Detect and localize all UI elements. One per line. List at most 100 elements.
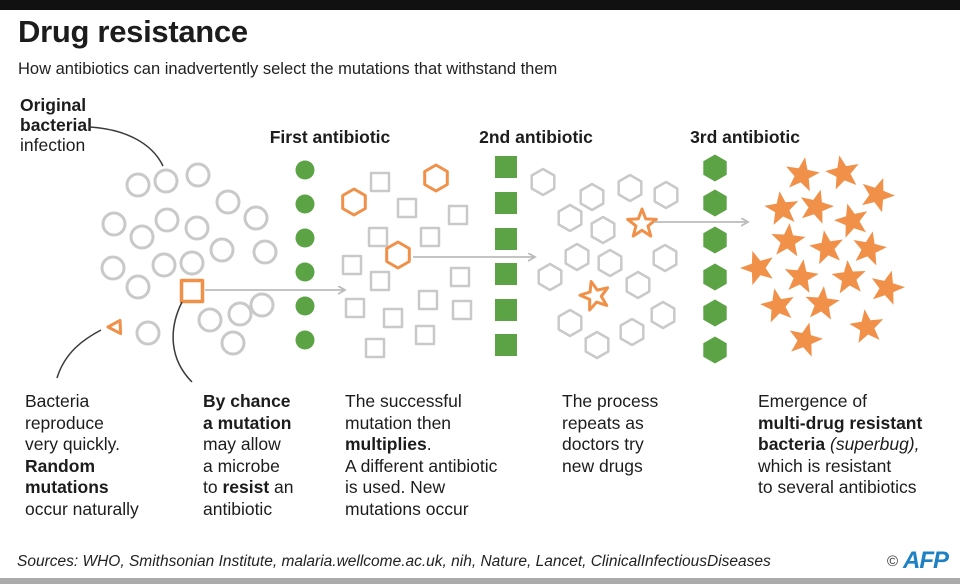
text-line: infection: [20, 135, 86, 155]
superbug-stars-shape: [771, 223, 806, 257]
third-antibiotic-column-shape: [703, 299, 727, 327]
text-line: to resist an: [203, 477, 294, 497]
original-bacteria-circles-shape: [252, 239, 278, 265]
original-bacteria-circles-shape: [249, 292, 275, 318]
page-subtitle: How antibiotics can inadvertently select…: [18, 60, 558, 78]
second-generation-squares-shape: [344, 297, 366, 319]
second-generation-squares-shape: [417, 289, 439, 311]
text-line: may allow: [203, 434, 281, 454]
top-bar: [0, 0, 960, 10]
original-bacteria-circles-shape: [179, 250, 205, 276]
third-antibiotic-column-shape: [703, 189, 727, 217]
third-generation-hexagons-shape: [625, 270, 651, 300]
text-line: Bacteria: [25, 391, 90, 411]
text-line: repeats as: [562, 412, 644, 433]
third-generation-hexagons-shape: [557, 203, 583, 233]
second-generation-squares-shape: [414, 324, 436, 346]
second-antibiotic-column-shape: [495, 299, 517, 321]
text-line: a mutation: [203, 412, 292, 433]
third-antibiotic-column-shape: [703, 226, 727, 254]
second-generation-squares-shape: [382, 307, 404, 329]
superbug-stars-shape: [834, 203, 868, 238]
superbug-stars-shape: [831, 260, 866, 294]
superbug-stars-shape: [862, 178, 895, 213]
antibiotic-label-2: 2nd antibiotic: [479, 127, 593, 147]
second-generation-squares-shape: [367, 226, 389, 248]
mutation-stars-shape: [626, 207, 658, 238]
third-generation-hexagons-shape: [590, 215, 616, 245]
mutation-hexagons-shape: [423, 163, 449, 193]
original-bacteria-circles-shape: [129, 224, 155, 250]
original-bacteria-circles-shape: [184, 215, 210, 241]
second-antibiotic-column-shape: [495, 156, 517, 178]
text-line: multiplies.: [345, 434, 432, 454]
original-bacteria-circles-shape: [243, 205, 269, 231]
afp-logo: AFP: [903, 547, 949, 574]
superbug-stars-shape: [853, 231, 887, 266]
original-bacteria-circles-shape: [220, 330, 246, 356]
second-generation-squares-shape: [449, 266, 471, 288]
second-generation-squares-shape: [364, 337, 386, 359]
third-antibiotic-column-shape: [703, 263, 727, 291]
footnote-3: The successful mutation then multiplies. A …: [345, 391, 497, 520]
footnote-2: By chance a mutation may allow a microbe to …: [203, 391, 294, 520]
text-line: a microbe: [203, 455, 280, 476]
sources-text: Sources: WHO, Smithsonian Institute, mal…: [17, 553, 771, 570]
footnote-4: The process repeats as doctors try new drug…: [562, 391, 658, 477]
third-generation-hexagons-shape: [617, 173, 643, 203]
footnote-1: Bacteria reproduce very quickly. Random muta…: [25, 391, 139, 520]
second-antibiotic-column-shape: [495, 263, 517, 285]
mutation-hexagons-shape: [341, 187, 367, 217]
original-bacteria-circles-shape: [151, 252, 177, 278]
mutation-triangle-shape: [106, 318, 123, 336]
third-generation-hexagons-shape: [564, 242, 590, 272]
third-generation-hexagons-shape: [619, 317, 645, 347]
text-line: bacterial: [20, 115, 92, 135]
mutation-square-shape: [179, 278, 205, 304]
original-bacteria-circles-shape: [101, 211, 127, 237]
second-generation-squares-shape: [451, 299, 473, 321]
original-bacteria-circles-shape: [215, 189, 241, 215]
original-bacteria-circles-shape: [154, 207, 180, 233]
original-bacteria-circles-shape: [100, 255, 126, 281]
superbug-stars-shape: [809, 230, 843, 265]
original-bacteria-circles-shape: [197, 307, 223, 333]
text-line: doctors try: [562, 434, 644, 454]
superbug-stars-shape: [740, 250, 773, 286]
text-line: mutations: [25, 477, 109, 497]
original-bacteria-circles-shape: [227, 301, 253, 327]
superbug-stars-shape: [760, 288, 794, 323]
callout-original-infection: [88, 126, 164, 167]
second-generation-squares-shape: [341, 254, 363, 276]
callout-by-chance: [172, 301, 193, 383]
third-generation-hexagons-shape: [579, 182, 605, 212]
third-generation-hexagons-shape: [584, 330, 610, 360]
third-generation-hexagons-shape: [537, 262, 563, 292]
superbug-stars-shape: [849, 309, 884, 343]
origin-infection-label: Original bacterial infection: [20, 95, 92, 155]
third-antibiotic-column-shape: [703, 154, 727, 182]
text-line: A different antibiotic: [345, 455, 498, 476]
text-line: new drugs: [562, 455, 643, 476]
original-bacteria-circles-shape: [185, 162, 211, 188]
text-line: is used. New: [345, 477, 446, 497]
credit: © AFP: [886, 547, 949, 575]
first-antibiotic-column-shape: [295, 262, 315, 282]
superbug-stars-shape: [784, 259, 819, 293]
first-antibiotic-column-shape: [295, 160, 315, 180]
original-bacteria-circles-shape: [135, 320, 161, 346]
second-generation-squares-shape: [369, 171, 391, 193]
antibiotic-label-3: 3rd antibiotic: [690, 127, 800, 147]
copyright-symbol: ©: [886, 552, 898, 570]
text-line: which is resistant: [758, 455, 892, 476]
footnote-5: Emergence of multi-drug resistant bacteria…: [758, 391, 922, 499]
text-line: By chance: [203, 391, 291, 411]
text-line: antibiotic: [203, 498, 273, 519]
mutation-hexagons-shape: [385, 240, 411, 270]
superbug-stars-shape: [800, 189, 834, 224]
original-bacteria-circles-shape: [125, 172, 151, 198]
text-line: The process: [562, 391, 659, 411]
text-line: very quickly.: [25, 434, 120, 454]
mutation-stars-shape: [578, 280, 610, 312]
